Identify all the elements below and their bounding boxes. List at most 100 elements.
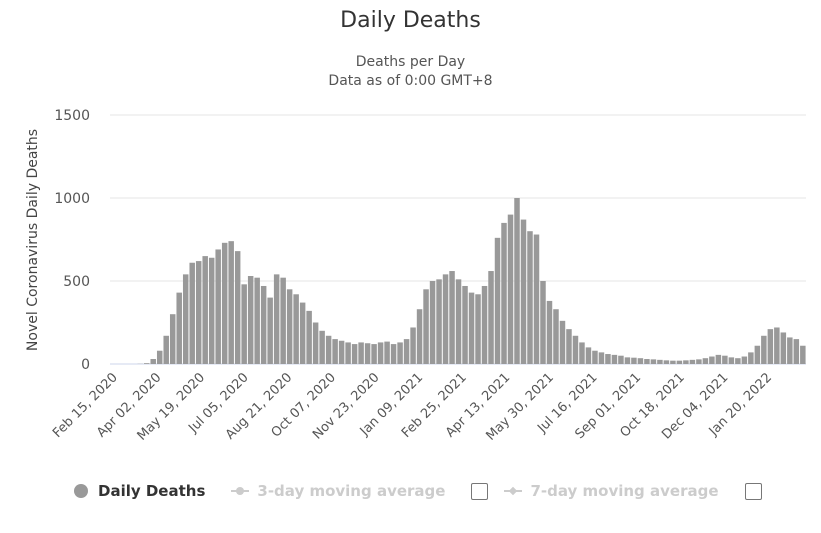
bar[interactable] [176,292,182,364]
bar[interactable] [228,241,234,364]
bar[interactable] [761,335,767,364]
bar[interactable] [260,285,267,364]
bar[interactable] [676,360,683,364]
bar[interactable] [299,302,306,364]
bar[interactable] [800,345,806,364]
legend-item-7day-average[interactable]: 7-day moving average [504,482,719,500]
bar[interactable] [553,309,559,364]
7day-average-checkbox[interactable] [744,482,762,500]
bar[interactable] [527,231,533,364]
legend-item-daily-deaths[interactable]: Daily Deaths [74,482,205,500]
bar[interactable] [410,327,416,364]
bar[interactable] [267,297,273,364]
bar[interactable] [657,359,663,364]
bar[interactable] [696,359,702,364]
bar[interactable] [247,276,254,364]
bar[interactable] [494,237,501,364]
bar[interactable] [748,352,754,364]
bar[interactable] [416,309,423,364]
bar[interactable] [462,285,468,364]
legend-item-3day-average[interactable]: 3-day moving average [231,482,445,500]
bar[interactable] [312,322,319,365]
bar[interactable] [143,363,150,364]
bar[interactable] [455,279,462,364]
bar[interactable] [325,335,332,364]
bar[interactable] [384,341,390,364]
bar[interactable] [234,251,241,364]
bar[interactable] [592,350,598,364]
bar[interactable] [221,242,228,364]
bar[interactable] [644,359,650,364]
bar[interactable] [533,234,540,364]
bar[interactable] [683,360,689,364]
bar[interactable] [364,343,371,364]
bar[interactable] [501,222,507,364]
bar[interactable] [449,271,455,364]
bar[interactable] [163,335,169,364]
bar[interactable] [468,292,475,364]
bar[interactable] [618,355,624,364]
bar[interactable] [566,329,572,364]
bar[interactable] [202,256,208,364]
bar[interactable] [689,359,696,364]
bar[interactable] [436,279,442,364]
bar[interactable] [787,337,793,364]
bar[interactable] [332,339,338,364]
bar[interactable] [559,320,566,364]
bar[interactable] [293,294,299,364]
bar[interactable] [319,330,325,364]
bar[interactable] [722,355,728,364]
bar[interactable] [767,329,774,364]
bar[interactable] [156,350,163,364]
bar[interactable] [215,249,221,364]
bar[interactable] [572,335,579,364]
bar[interactable] [631,357,637,364]
bar[interactable] [195,261,202,364]
bar[interactable] [254,277,260,364]
bar[interactable] [579,342,585,364]
bar[interactable] [358,342,364,364]
bar[interactable] [306,310,312,364]
bar[interactable] [520,219,527,364]
bar[interactable] [189,262,195,364]
bar[interactable] [735,358,741,364]
bar[interactable] [390,344,397,364]
bar[interactable] [605,354,611,364]
bar[interactable] [169,314,176,364]
bar[interactable] [709,356,715,364]
bar[interactable] [488,271,494,364]
bar[interactable] [273,274,280,364]
bar[interactable] [546,300,553,364]
bar[interactable] [663,360,670,364]
bar[interactable] [475,294,481,364]
bar[interactable] [351,344,358,364]
bar[interactable] [637,358,644,364]
bar[interactable] [650,359,657,364]
bar[interactable] [377,342,384,364]
bar[interactable] [598,352,605,364]
bar[interactable] [442,274,449,364]
bar[interactable] [286,289,293,364]
bar[interactable] [403,339,410,364]
bar[interactable] [423,289,429,364]
bar[interactable] [481,285,488,364]
bar[interactable] [514,198,520,364]
bar[interactable] [793,339,800,364]
bar[interactable] [774,327,780,364]
bar[interactable] [780,332,787,364]
bar[interactable] [208,257,215,364]
bar[interactable] [397,342,403,364]
bar[interactable] [670,360,676,364]
bar[interactable] [280,277,286,364]
bar[interactable] [715,354,722,364]
bar[interactable] [345,342,351,364]
bar[interactable] [728,357,735,364]
3day-average-checkbox[interactable] [471,482,489,500]
bar[interactable] [540,281,546,364]
bar[interactable] [507,214,514,364]
bar[interactable] [241,284,247,364]
bar[interactable] [741,356,748,364]
bar[interactable] [585,347,592,364]
bar[interactable] [624,357,631,364]
bar[interactable] [371,344,377,364]
